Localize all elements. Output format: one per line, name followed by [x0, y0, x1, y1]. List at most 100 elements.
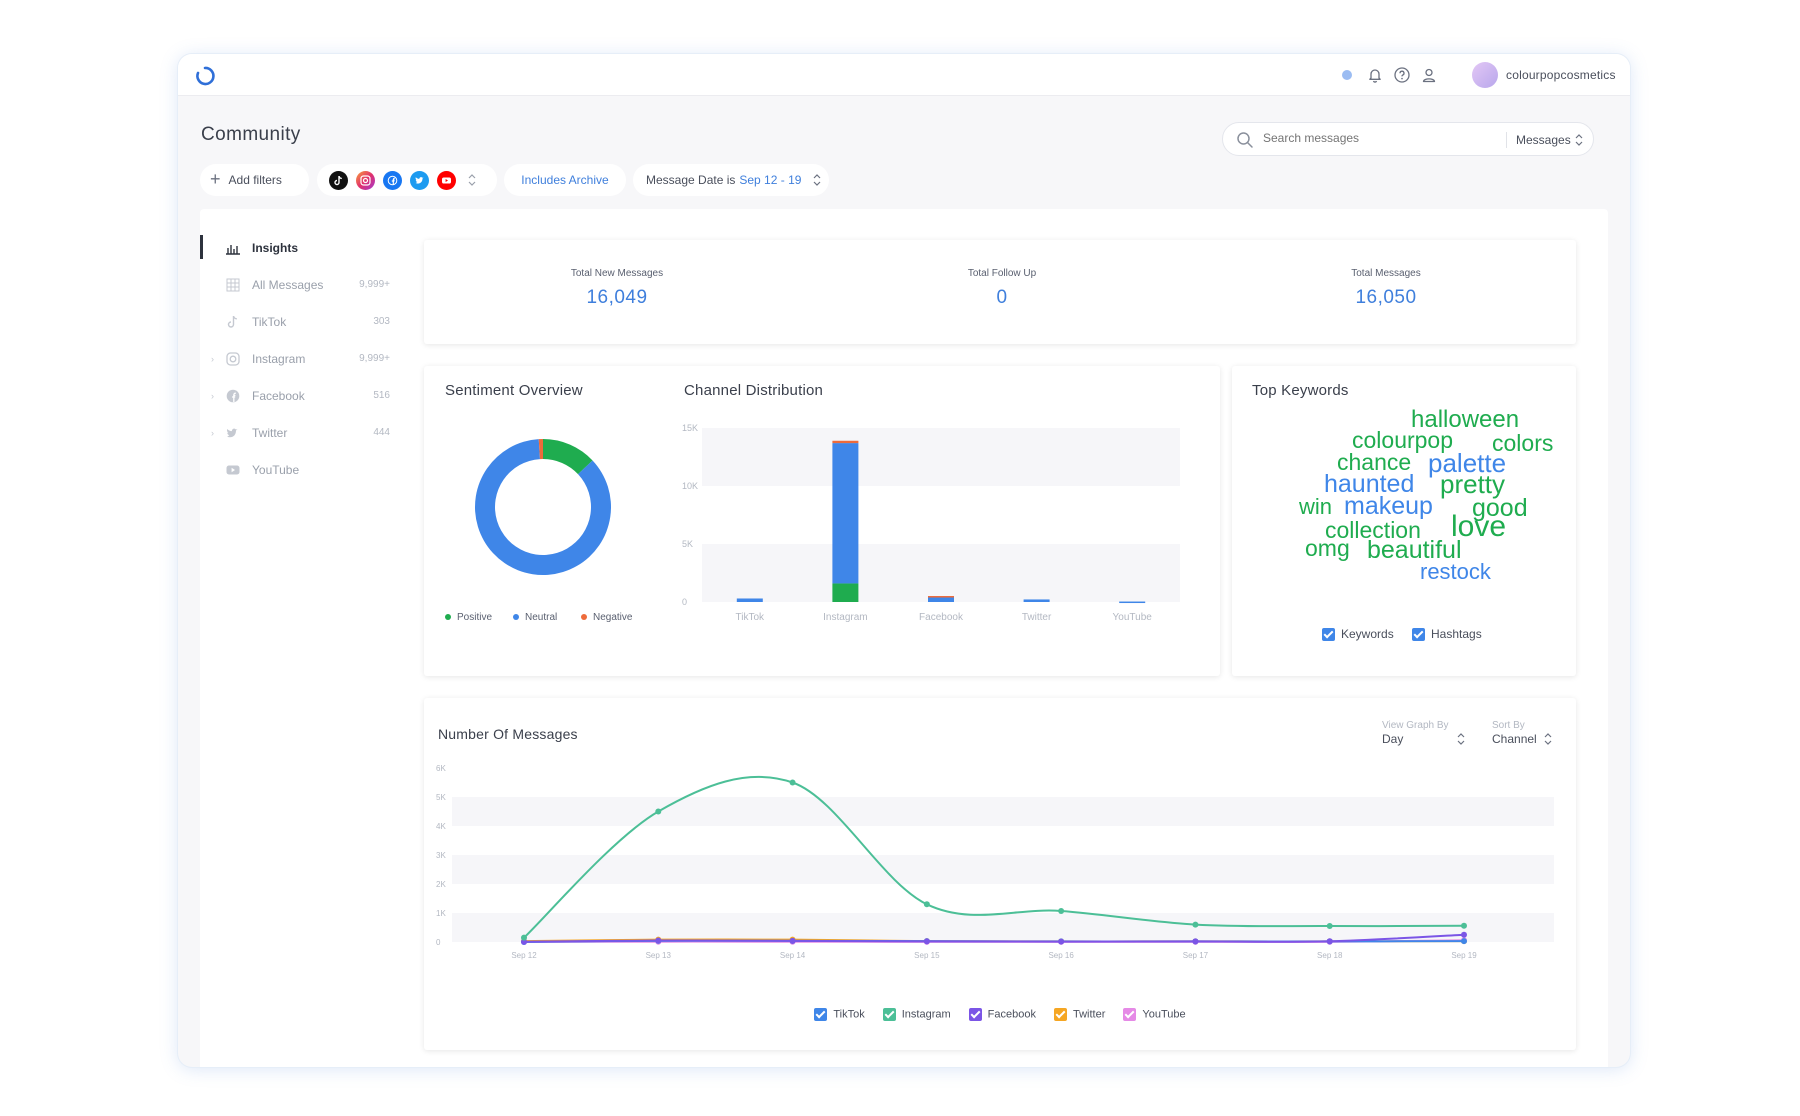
help-icon[interactable] — [1393, 66, 1411, 84]
hashtags-toggle[interactable]: Hashtags — [1412, 627, 1482, 642]
messages-line-chart: 0 1K 2K 3K 4K 5K 6K Sep 12 Sep 13 Sep 14 Sep 15 Sep… — [436, 764, 1554, 960]
status-dot — [1342, 70, 1352, 80]
sidebar-item-label: YouTube — [252, 462, 300, 477]
keyword[interactable]: good — [1472, 494, 1528, 522]
sidebar-item-twitter[interactable]: › Twitter 444 — [200, 414, 400, 451]
chevron-updown-icon[interactable] — [1457, 732, 1465, 746]
includes-archive-filter[interactable]: Includes Archive — [504, 164, 626, 196]
chevron-updown-icon[interactable] — [1575, 133, 1583, 147]
keyword[interactable]: makeup — [1344, 492, 1433, 520]
instagram-icon[interactable] — [356, 170, 375, 190]
search-input[interactable] — [1263, 131, 1493, 145]
bar-facebook-neutral — [928, 596, 954, 602]
legend-youtube[interactable]: YouTube — [1123, 1008, 1186, 1021]
app-window: colourpopcosmetics Community Messages + … — [178, 54, 1630, 1067]
keyword[interactable]: haunted — [1324, 470, 1415, 498]
legend-instagram[interactable]: Instagram — [882, 1008, 951, 1021]
x-tick-label: Facebook — [919, 612, 964, 623]
sidebar-item-insights[interactable]: Insights — [200, 229, 400, 266]
legend-facebook[interactable]: Facebook — [968, 1008, 1036, 1021]
channel-filter[interactable] — [317, 164, 497, 196]
sidebar-item-youtube[interactable]: YouTube — [200, 451, 400, 488]
message-date-filter[interactable]: Message Date is Sep 12 - 19 — [633, 164, 829, 196]
checkbox-checked[interactable] — [1123, 1008, 1137, 1021]
chevron-right-icon[interactable]: › — [211, 353, 214, 364]
grid-band — [702, 544, 1180, 602]
chevron-right-icon[interactable]: › — [211, 390, 214, 401]
chevron-updown-icon[interactable] — [813, 173, 821, 187]
view-by-label: View Graph By — [1382, 720, 1449, 731]
sidebar-item-instagram[interactable]: › Instagram 9,999+ — [200, 340, 400, 377]
youtube-icon[interactable] — [437, 170, 456, 190]
sidebar-item-count: 516 — [373, 390, 390, 401]
keyword[interactable]: colors — [1492, 430, 1554, 456]
y-tick-label: 5K — [682, 539, 693, 549]
legend-positive: Positive — [445, 612, 492, 623]
logo-icon[interactable] — [194, 65, 216, 87]
keyword[interactable]: beautiful — [1367, 536, 1462, 564]
x-tick-label: TikTok — [736, 612, 766, 623]
chevron-updown-icon[interactable] — [468, 173, 476, 187]
bell-icon[interactable] — [1366, 66, 1384, 84]
date-filter-prefix: Message Date is — [646, 173, 736, 187]
y-tick-label: 10K — [682, 481, 698, 491]
legend-tiktok[interactable]: TikTok — [814, 1008, 865, 1021]
twitter-icon[interactable] — [410, 170, 429, 190]
legend-label: Twitter — [1072, 1008, 1106, 1021]
sidebar-item-all-messages[interactable]: All Messages 9,999+ — [200, 266, 400, 303]
sidebar-item-label: TikTok — [252, 314, 287, 329]
stat-total-follow-up: Total Follow Up 0 — [882, 268, 1122, 309]
checkbox-checked[interactable] — [814, 1008, 828, 1021]
avatar[interactable] — [1472, 62, 1498, 88]
chevron-updown-icon[interactable] — [1544, 732, 1552, 746]
checkbox-checked[interactable] — [1322, 628, 1335, 642]
x-tick-label: Sep 16 — [1048, 951, 1074, 960]
point-facebook — [1058, 938, 1065, 945]
keyword[interactable]: chance — [1337, 449, 1412, 475]
facebook-icon[interactable] — [383, 170, 402, 190]
keyword[interactable]: colourpop — [1352, 427, 1454, 453]
grid-band — [452, 855, 1554, 884]
point-instagram — [923, 901, 930, 908]
grid-icon — [224, 276, 242, 294]
legend-twitter[interactable]: Twitter — [1053, 1008, 1106, 1021]
sidebar-item-tiktok[interactable]: TikTok 303 — [200, 303, 400, 340]
x-tick-label: Twitter — [1022, 612, 1052, 623]
checkbox-checked[interactable] — [882, 1008, 896, 1021]
y-tick-label: 2K — [436, 880, 446, 889]
keyword[interactable]: halloween — [1411, 406, 1520, 433]
keyword[interactable]: love — [1451, 510, 1507, 543]
keywords-toggle[interactable]: Keywords — [1322, 627, 1394, 642]
bar-facebook-negative — [928, 596, 954, 598]
legend-label: Neutral — [525, 612, 558, 623]
chevron-right-icon[interactable]: › — [211, 427, 214, 438]
legend-dot — [445, 614, 451, 621]
grid-band — [452, 913, 1554, 942]
sidebar-item-facebook[interactable]: › Facebook 516 — [200, 377, 400, 414]
stat-total-new-messages: Total New Messages 16,049 — [497, 268, 737, 309]
add-filters-label: Add filters — [228, 173, 282, 187]
keyword[interactable]: win — [1299, 494, 1333, 519]
tiktok-icon[interactable] — [329, 170, 348, 190]
legend-negative: Negative — [581, 612, 632, 623]
checkbox-checked[interactable] — [968, 1008, 982, 1021]
search-scope-select[interactable]: Messages — [1516, 133, 1571, 147]
view-by-select[interactable]: Day — [1382, 732, 1404, 746]
x-tick-label: Sep 19 — [1451, 951, 1477, 960]
checkbox-checked[interactable] — [1053, 1008, 1067, 1021]
username[interactable]: colourpopcosmetics — [1506, 68, 1616, 82]
sort-by-select[interactable]: Channel — [1492, 732, 1537, 746]
keyword[interactable]: pretty — [1440, 469, 1506, 499]
x-tick-label: Sep 12 — [511, 951, 537, 960]
keyword[interactable]: palette — [1428, 448, 1507, 478]
point-facebook — [1461, 931, 1467, 938]
user-icon[interactable] — [1420, 66, 1438, 84]
checkbox-checked[interactable] — [1412, 628, 1425, 642]
add-filters-button[interactable]: + Add filters — [200, 164, 309, 196]
sentiment-donut-chart — [475, 439, 611, 575]
keyword[interactable]: omg — [1305, 535, 1350, 561]
x-tick-label: Sep 18 — [1317, 951, 1343, 960]
keyword[interactable]: collection — [1325, 517, 1421, 543]
messages-legend: TikTok Instagram Facebook Twitter YouTub… — [424, 1008, 1576, 1021]
keyword[interactable]: restock — [1420, 559, 1491, 584]
